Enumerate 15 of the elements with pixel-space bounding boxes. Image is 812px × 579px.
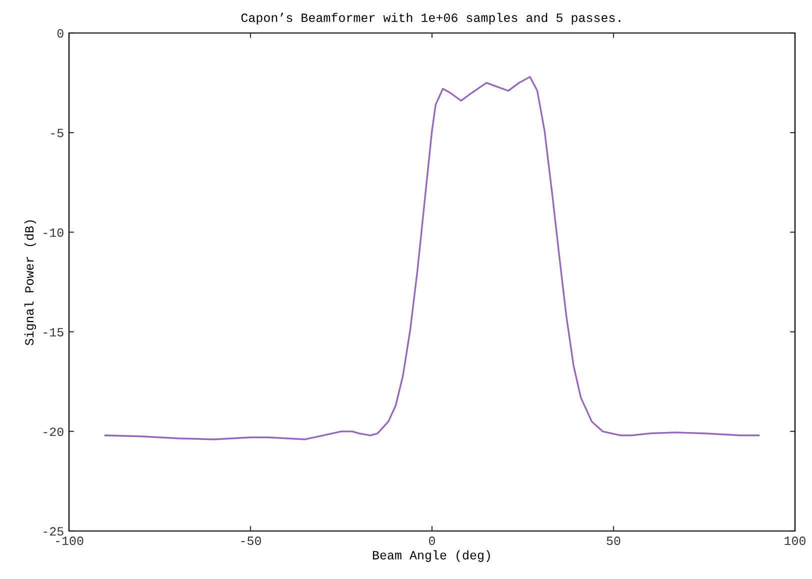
y-axis-title: Signal Power (dB) [24, 220, 36, 346]
y-tick-label: -20 [44, 428, 64, 436]
x-tick-label: -50 [241, 536, 261, 546]
x-tick-label: 50 [606, 536, 620, 546]
y-tick-label: 0 [57, 29, 64, 38]
x-tick-label: -100 [56, 536, 84, 546]
x-tick-label: 100 [784, 536, 806, 546]
chart-title: Capon’s Beamformer with 1e+06 samples and 5 passes. [241, 12, 620, 24]
x-tick-label: 0 [429, 536, 435, 546]
x-axis-title: Beam Angle (deg) [372, 550, 490, 562]
y-tick-label: -25 [44, 527, 64, 536]
line-series [104, 76, 760, 440]
y-tick-label: -5 [51, 128, 64, 138]
y-tick-label: -10 [44, 228, 64, 237]
y-tick-label: -15 [44, 328, 64, 336]
